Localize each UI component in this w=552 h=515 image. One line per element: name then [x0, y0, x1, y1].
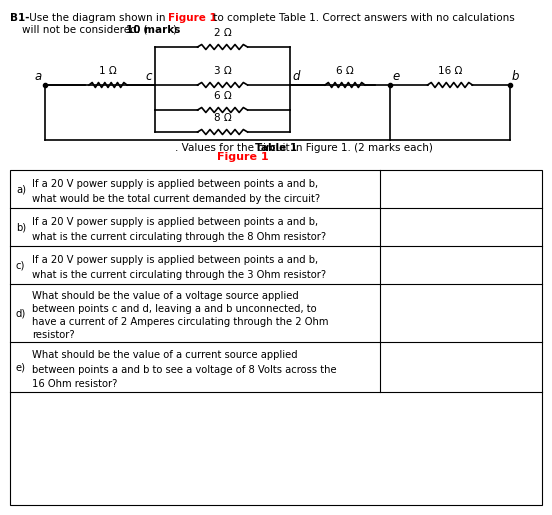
- Text: If a 20 V power supply is applied between points a and b,: If a 20 V power supply is applied betwee…: [32, 217, 318, 227]
- Text: 3 Ω: 3 Ω: [214, 66, 231, 76]
- Text: e): e): [16, 362, 26, 372]
- Text: between points a and b to see a voltage of 8 Volts across the: between points a and b to see a voltage …: [32, 365, 337, 375]
- Text: c: c: [146, 70, 152, 83]
- Text: will not be considered. (: will not be considered. (: [22, 25, 147, 35]
- Text: If a 20 V power supply is applied between points a and b,: If a 20 V power supply is applied betwee…: [32, 255, 318, 265]
- Text: between points c and d, leaving a and b unconnected, to: between points c and d, leaving a and b …: [32, 304, 317, 314]
- Text: 16 Ω: 16 Ω: [438, 66, 462, 76]
- Text: a: a: [35, 70, 42, 83]
- Text: what is the current circulating through the 8 Ohm resistor?: what is the current circulating through …: [32, 232, 326, 243]
- Text: What should be the value of a current source applied: What should be the value of a current so…: [32, 350, 298, 360]
- Text: d): d): [16, 308, 26, 318]
- Text: Use the diagram shown in: Use the diagram shown in: [26, 13, 169, 23]
- Text: B1-: B1-: [10, 13, 29, 23]
- Text: 2 Ω: 2 Ω: [214, 28, 231, 38]
- Text: 16 Ohm resistor?: 16 Ohm resistor?: [32, 379, 118, 389]
- Text: If a 20 V power supply is applied between points a and b,: If a 20 V power supply is applied betwee…: [32, 179, 318, 189]
- Text: Figure 1: Figure 1: [168, 13, 217, 23]
- Text: Table 1: Table 1: [255, 143, 297, 153]
- Text: 8 Ω: 8 Ω: [214, 113, 231, 123]
- Text: to complete Table 1. Correct answers with no calculations: to complete Table 1. Correct answers wit…: [210, 13, 515, 23]
- Text: What should be the value of a voltage source applied: What should be the value of a voltage so…: [32, 291, 299, 301]
- Text: b: b: [512, 70, 519, 83]
- Text: ): ): [172, 25, 176, 35]
- Text: c): c): [16, 260, 25, 270]
- Text: b): b): [16, 222, 26, 232]
- Text: 1 Ω: 1 Ω: [99, 66, 117, 76]
- Text: d: d: [292, 70, 300, 83]
- Text: a): a): [16, 184, 26, 194]
- Text: 10 marks: 10 marks: [126, 25, 181, 35]
- Text: what is the current circulating through the 3 Ohm resistor?: what is the current circulating through …: [32, 270, 326, 280]
- Text: 6 Ω: 6 Ω: [336, 66, 354, 76]
- Text: . Values for the circuit in Figure 1. (2 marks each): . Values for the circuit in Figure 1. (2…: [175, 143, 433, 153]
- Text: what would be the total current demanded by the circuit?: what would be the total current demanded…: [32, 194, 320, 204]
- Text: have a current of 2 Amperes circulating through the 2 Ohm: have a current of 2 Amperes circulating …: [32, 317, 328, 327]
- Text: e: e: [392, 70, 399, 83]
- Bar: [10, 170, 542, 505]
- Text: 6 Ω: 6 Ω: [214, 91, 231, 101]
- Text: resistor?: resistor?: [32, 330, 75, 340]
- Text: Figure 1: Figure 1: [217, 152, 268, 162]
